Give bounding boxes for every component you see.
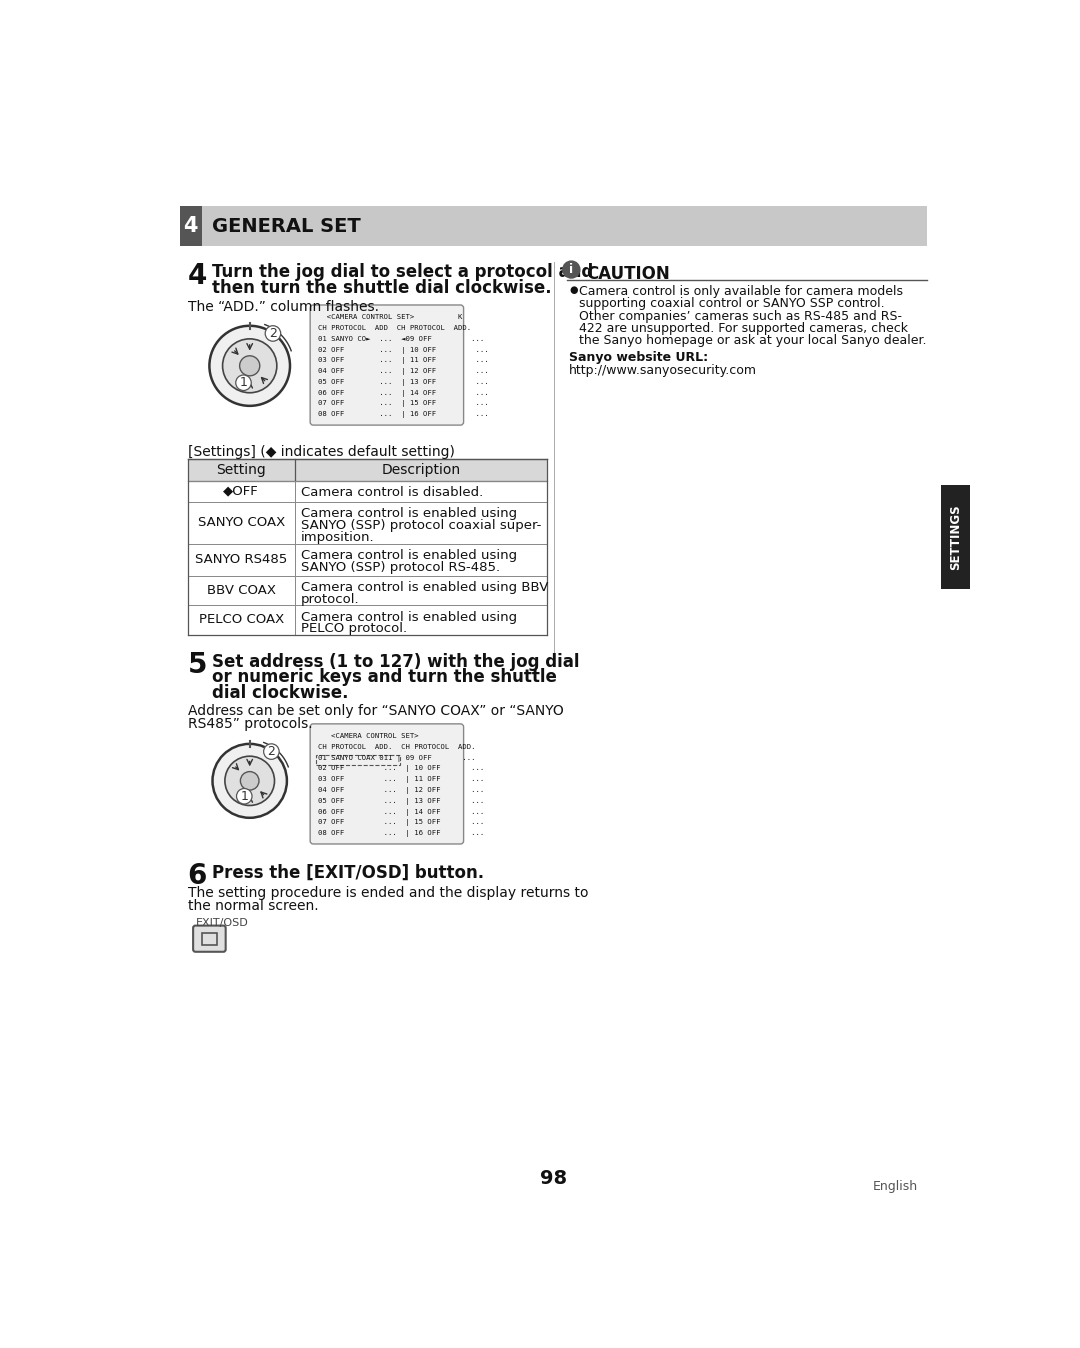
Text: 1: 1 bbox=[241, 790, 248, 803]
Text: Camera control is enabled using: Camera control is enabled using bbox=[301, 611, 517, 624]
Bar bbox=[188, 458, 548, 480]
Circle shape bbox=[240, 356, 260, 376]
Bar bbox=[941, 485, 971, 589]
Text: 01 SANYO COAX 011 | 09 OFF       ...: 01 SANYO COAX 011 | 09 OFF ... bbox=[318, 755, 475, 762]
Text: Address can be set only for “SANYO COAX” or “SANYO: Address can be set only for “SANYO COAX”… bbox=[188, 704, 564, 718]
Text: Camera control is disabled.: Camera control is disabled. bbox=[301, 485, 483, 499]
FancyBboxPatch shape bbox=[193, 926, 226, 952]
Text: i: i bbox=[569, 263, 573, 276]
Bar bbox=[180, 206, 202, 247]
Text: Sanyo website URL:: Sanyo website URL: bbox=[569, 352, 708, 364]
Text: the Sanyo homepage or ask at your local Sanyo dealer.: the Sanyo homepage or ask at your local … bbox=[579, 334, 927, 348]
Text: Setting: Setting bbox=[216, 462, 266, 477]
Text: 03 OFF         ...  | 11 OFF       ...: 03 OFF ... | 11 OFF ... bbox=[318, 776, 484, 783]
Text: The “ADD.” column flashes.: The “ADD.” column flashes. bbox=[188, 301, 379, 314]
Text: http://www.sanyosecurity.com: http://www.sanyosecurity.com bbox=[569, 364, 757, 377]
Text: English: English bbox=[873, 1180, 918, 1193]
Bar bbox=[180, 206, 927, 247]
Circle shape bbox=[222, 338, 276, 392]
Text: 04 OFF         ...  | 12 OFF       ...: 04 OFF ... | 12 OFF ... bbox=[318, 787, 484, 794]
Text: Press the [EXIT/OSD] button.: Press the [EXIT/OSD] button. bbox=[213, 864, 485, 882]
Text: CH PROTOCOL  ADD  CH PROTOCOL  ADD.: CH PROTOCOL ADD CH PROTOCOL ADD. bbox=[318, 325, 471, 332]
Circle shape bbox=[225, 756, 274, 806]
Text: 2: 2 bbox=[269, 328, 276, 340]
Text: or numeric keys and turn the shuttle: or numeric keys and turn the shuttle bbox=[213, 669, 557, 686]
Text: 07 OFF         ...  | 15 OFF       ...: 07 OFF ... | 15 OFF ... bbox=[318, 820, 484, 826]
Text: Description: Description bbox=[381, 462, 460, 477]
Text: the normal screen.: the normal screen. bbox=[188, 899, 319, 913]
Text: PELCO COAX: PELCO COAX bbox=[199, 613, 284, 627]
Text: SETTINGS: SETTINGS bbox=[949, 504, 962, 570]
Text: 6: 6 bbox=[188, 863, 207, 891]
Text: Turn the jog dial to select a protocol and: Turn the jog dial to select a protocol a… bbox=[213, 263, 594, 282]
Text: Camera control is enabled using: Camera control is enabled using bbox=[301, 507, 517, 520]
Text: 03 OFF        ...  | 11 OFF         ...: 03 OFF ... | 11 OFF ... bbox=[318, 357, 488, 364]
Circle shape bbox=[563, 262, 580, 278]
Text: 08 OFF         ...  | 16 OFF       ...: 08 OFF ... | 16 OFF ... bbox=[318, 830, 484, 837]
Text: 08 OFF        ...  | 16 OFF         ...: 08 OFF ... | 16 OFF ... bbox=[318, 411, 488, 418]
Bar bbox=[316, 755, 400, 764]
Text: 06 OFF         ...  | 14 OFF       ...: 06 OFF ... | 14 OFF ... bbox=[318, 809, 484, 816]
Text: imposition.: imposition. bbox=[301, 531, 375, 543]
Text: Set address (1 to 127) with the jog dial: Set address (1 to 127) with the jog dial bbox=[213, 652, 580, 671]
Text: ●: ● bbox=[569, 284, 578, 295]
Text: EXIT/OSD: EXIT/OSD bbox=[195, 918, 248, 927]
Text: 05 OFF         ...  | 13 OFF       ...: 05 OFF ... | 13 OFF ... bbox=[318, 798, 484, 805]
Text: then turn the shuttle dial clockwise.: then turn the shuttle dial clockwise. bbox=[213, 279, 552, 297]
Circle shape bbox=[241, 771, 259, 790]
Text: 1: 1 bbox=[240, 376, 247, 390]
Text: 07 OFF        ...  | 15 OFF         ...: 07 OFF ... | 15 OFF ... bbox=[318, 400, 488, 407]
FancyBboxPatch shape bbox=[310, 305, 463, 425]
Text: CAUTION: CAUTION bbox=[586, 266, 670, 283]
Text: 06 OFF        ...  | 14 OFF         ...: 06 OFF ... | 14 OFF ... bbox=[318, 390, 488, 396]
Text: GENERAL SET: GENERAL SET bbox=[213, 217, 361, 236]
Text: Camera control is enabled using BBV: Camera control is enabled using BBV bbox=[301, 581, 549, 594]
Text: PELCO protocol.: PELCO protocol. bbox=[301, 623, 407, 635]
Text: supporting coaxial control or SANYO SSP control.: supporting coaxial control or SANYO SSP … bbox=[579, 298, 885, 310]
Text: Other companies’ cameras such as RS-485 and RS-: Other companies’ cameras such as RS-485 … bbox=[579, 310, 902, 322]
Text: 05 OFF        ...  | 13 OFF         ...: 05 OFF ... | 13 OFF ... bbox=[318, 379, 488, 386]
Text: [Settings] (◆ indicates default setting): [Settings] (◆ indicates default setting) bbox=[188, 445, 455, 460]
Text: ◆OFF: ◆OFF bbox=[224, 485, 259, 497]
Text: 01 SANYO CO►  ...  ◄09 OFF         ...: 01 SANYO CO► ... ◄09 OFF ... bbox=[318, 336, 484, 342]
Text: SANYO (SSP) protocol RS-485.: SANYO (SSP) protocol RS-485. bbox=[301, 561, 500, 574]
Text: SANYO RS485: SANYO RS485 bbox=[195, 553, 287, 566]
Text: 98: 98 bbox=[540, 1169, 567, 1188]
Text: RS485” protocols.: RS485” protocols. bbox=[188, 717, 312, 731]
Text: 4: 4 bbox=[184, 217, 198, 236]
Text: <CAMERA CONTROL SET>: <CAMERA CONTROL SET> bbox=[318, 733, 419, 739]
Text: Camera control is enabled using: Camera control is enabled using bbox=[301, 549, 517, 562]
Text: 2: 2 bbox=[268, 745, 275, 758]
Circle shape bbox=[210, 326, 291, 406]
Text: dial clockwise.: dial clockwise. bbox=[213, 683, 349, 702]
Text: 02 OFF        ...  | 10 OFF         ...: 02 OFF ... | 10 OFF ... bbox=[318, 346, 488, 353]
Text: BBV COAX: BBV COAX bbox=[206, 584, 275, 597]
Text: 5: 5 bbox=[188, 651, 207, 679]
Text: SANYO COAX: SANYO COAX bbox=[198, 516, 285, 530]
FancyBboxPatch shape bbox=[310, 724, 463, 844]
Circle shape bbox=[213, 744, 287, 818]
Text: The setting procedure is ended and the display returns to: The setting procedure is ended and the d… bbox=[188, 886, 589, 899]
Text: SANYO (SSP) protocol coaxial super-: SANYO (SSP) protocol coaxial super- bbox=[301, 519, 541, 532]
Text: protocol.: protocol. bbox=[301, 593, 360, 607]
Text: <CAMERA CONTROL SET>          K: <CAMERA CONTROL SET> K bbox=[318, 314, 462, 321]
Bar bbox=[202, 933, 217, 945]
Text: 02 OFF         ...  | 10 OFF       ...: 02 OFF ... | 10 OFF ... bbox=[318, 766, 484, 772]
Text: 4: 4 bbox=[188, 262, 207, 290]
Text: CH PROTOCOL  ADD.  CH PROTOCOL  ADD.: CH PROTOCOL ADD. CH PROTOCOL ADD. bbox=[318, 744, 475, 749]
Text: 04 OFF        ...  | 12 OFF         ...: 04 OFF ... | 12 OFF ... bbox=[318, 368, 488, 375]
Text: 422 are unsupported. For supported cameras, check: 422 are unsupported. For supported camer… bbox=[579, 322, 908, 334]
Text: Camera control is only available for camera models: Camera control is only available for cam… bbox=[579, 284, 903, 298]
